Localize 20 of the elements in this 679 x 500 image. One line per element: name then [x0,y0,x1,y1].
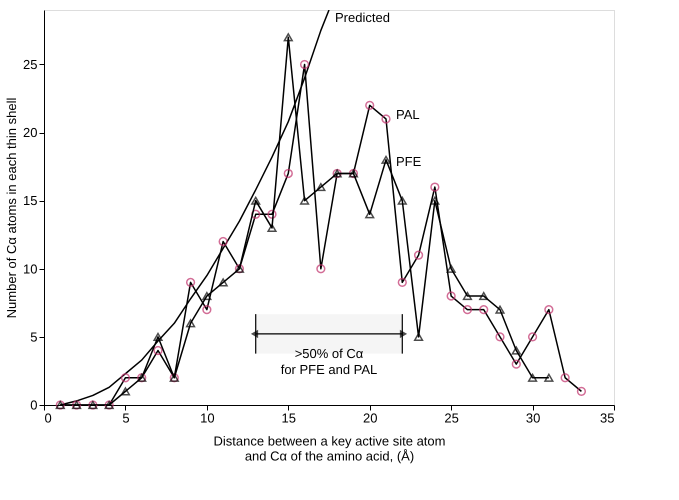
y-tick-label: 10 [23,261,38,276]
series-label: PAL [396,106,420,122]
band-label: >50% of Cα for PFE and PAL [280,346,378,377]
x-tick-label: 20 [362,410,378,426]
x-tick-label: 30 [526,410,540,426]
y-tick-label: 5 [30,329,38,344]
x-axis-title: Distance between a key active site atom and Cα of the amino acid, (Å) [214,434,446,464]
y-tick-label: 25 [23,56,38,72]
series-label: Predicted [335,10,390,25]
y-tick-label: 0 [30,398,38,412]
x-tick-label: 25 [444,410,459,426]
y-tick-label: 15 [23,193,38,208]
x-tick-label: 0 [44,410,52,426]
x-tick-label: 10 [200,410,215,426]
x-tick-label: 35 [600,410,614,426]
y-axis-title: Number of Cα atoms in each thin shell [4,98,20,318]
x-tick-label: 5 [122,410,130,426]
series-label: PFE [396,154,422,169]
y-tick-label: 20 [23,125,38,140]
x-tick-label: 15 [282,410,296,426]
